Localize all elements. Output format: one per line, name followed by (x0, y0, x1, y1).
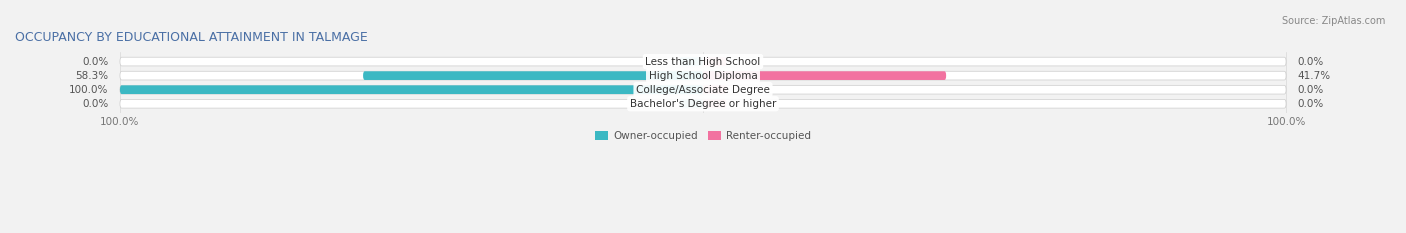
Text: Less than High School: Less than High School (645, 57, 761, 67)
FancyBboxPatch shape (120, 85, 703, 94)
Text: OCCUPANCY BY EDUCATIONAL ATTAINMENT IN TALMAGE: OCCUPANCY BY EDUCATIONAL ATTAINMENT IN T… (15, 31, 368, 44)
Text: 58.3%: 58.3% (75, 71, 108, 81)
Text: Source: ZipAtlas.com: Source: ZipAtlas.com (1281, 16, 1385, 26)
Text: 41.7%: 41.7% (1298, 71, 1331, 81)
Text: 0.0%: 0.0% (1298, 57, 1324, 67)
Text: 0.0%: 0.0% (1298, 85, 1324, 95)
Text: 0.0%: 0.0% (1298, 99, 1324, 109)
FancyBboxPatch shape (703, 85, 727, 94)
Text: College/Associate Degree: College/Associate Degree (636, 85, 770, 95)
FancyBboxPatch shape (363, 71, 703, 80)
FancyBboxPatch shape (120, 71, 1286, 80)
FancyBboxPatch shape (703, 99, 727, 108)
Legend: Owner-occupied, Renter-occupied: Owner-occupied, Renter-occupied (595, 131, 811, 141)
Text: Bachelor's Degree or higher: Bachelor's Degree or higher (630, 99, 776, 109)
Text: 0.0%: 0.0% (82, 99, 108, 109)
FancyBboxPatch shape (679, 99, 703, 108)
FancyBboxPatch shape (703, 71, 946, 80)
Text: High School Diploma: High School Diploma (648, 71, 758, 81)
FancyBboxPatch shape (703, 57, 727, 66)
Text: 100.0%: 100.0% (69, 85, 108, 95)
Text: 0.0%: 0.0% (82, 57, 108, 67)
FancyBboxPatch shape (120, 85, 1286, 94)
FancyBboxPatch shape (679, 57, 703, 66)
FancyBboxPatch shape (120, 99, 1286, 108)
FancyBboxPatch shape (120, 57, 1286, 66)
